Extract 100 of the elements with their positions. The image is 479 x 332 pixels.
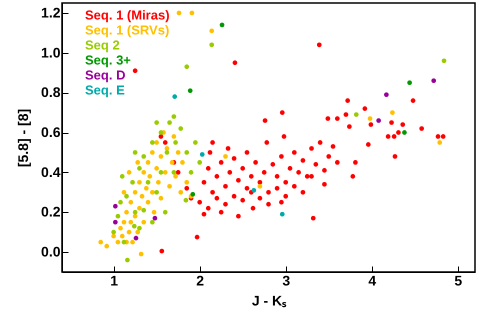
x-axis-title: J - Kₛ [252,292,288,308]
x-tick-label: 5 [454,272,462,288]
point [138,252,144,256]
text: Seq. 3+ [85,52,132,68]
point [178,190,184,195]
point [156,180,161,185]
text: Seq. E [85,82,126,98]
point [197,160,202,165]
y-tick-label: 0.4 [41,164,61,180]
point [184,64,190,70]
y-tick-label: 0.0 [41,244,61,260]
point [178,126,184,131]
point [150,150,155,155]
point [162,170,168,175]
text: Seq 2 [85,38,120,52]
point [223,154,228,159]
point [184,180,190,185]
point [140,194,144,199]
point [354,112,359,117]
point [402,130,407,135]
point [172,134,176,139]
point [126,170,132,175]
point [137,166,142,171]
point [164,146,170,151]
point [158,130,164,135]
point [147,174,152,179]
point [132,210,138,215]
point [176,150,180,155]
point [154,120,159,125]
point [111,234,116,238]
point [437,140,442,145]
point [184,198,188,203]
point [220,22,224,28]
point [132,224,137,229]
point [172,114,176,119]
point [280,212,285,217]
point [209,42,214,48]
point [258,184,262,189]
point [134,236,138,240]
point [130,180,135,185]
point [384,92,389,97]
point [390,110,395,115]
point [158,170,164,175]
point [158,196,164,201]
point [150,190,155,195]
point [154,190,159,195]
text: Seq. D [85,68,126,82]
point [116,240,120,244]
point [132,150,138,155]
point [144,186,149,191]
point [172,94,178,99]
point [128,200,134,205]
x-tick-label: 3 [282,272,290,288]
point [125,258,130,262]
point [190,10,194,16]
point [146,180,150,185]
point [252,188,256,193]
point [141,170,146,175]
point [407,80,412,86]
point [193,140,198,145]
point [98,240,104,244]
point [135,230,140,234]
point [176,10,182,16]
point [442,58,446,64]
point [111,230,116,234]
point [122,220,126,225]
point [154,166,159,171]
point [128,220,134,225]
point [200,152,205,157]
point [118,200,123,205]
point [132,190,138,195]
y-axis-title: [5.8] - [8] [15,108,32,168]
point [167,120,172,125]
point [368,116,372,121]
point [188,88,193,94]
point [172,170,176,175]
point [122,190,126,195]
y-tick-label: 1.2 [41,4,61,20]
point [118,226,123,231]
x-tick-label: 2 [196,272,204,288]
point [137,206,142,211]
point [164,150,170,155]
y-tick-label: 0.8 [41,84,61,100]
point [376,118,381,123]
point [124,210,129,215]
point [137,180,142,185]
point [132,214,138,219]
point [150,220,155,225]
point [167,184,172,189]
point [173,174,178,179]
y-tick-label: 1.0 [41,44,61,60]
point [152,210,156,215]
point [130,240,135,244]
point [184,150,190,155]
point [154,140,159,145]
point [141,208,146,213]
text: Seq. 1 (Miras) [85,8,170,22]
point [141,220,146,225]
point [120,174,125,179]
point [180,160,185,165]
